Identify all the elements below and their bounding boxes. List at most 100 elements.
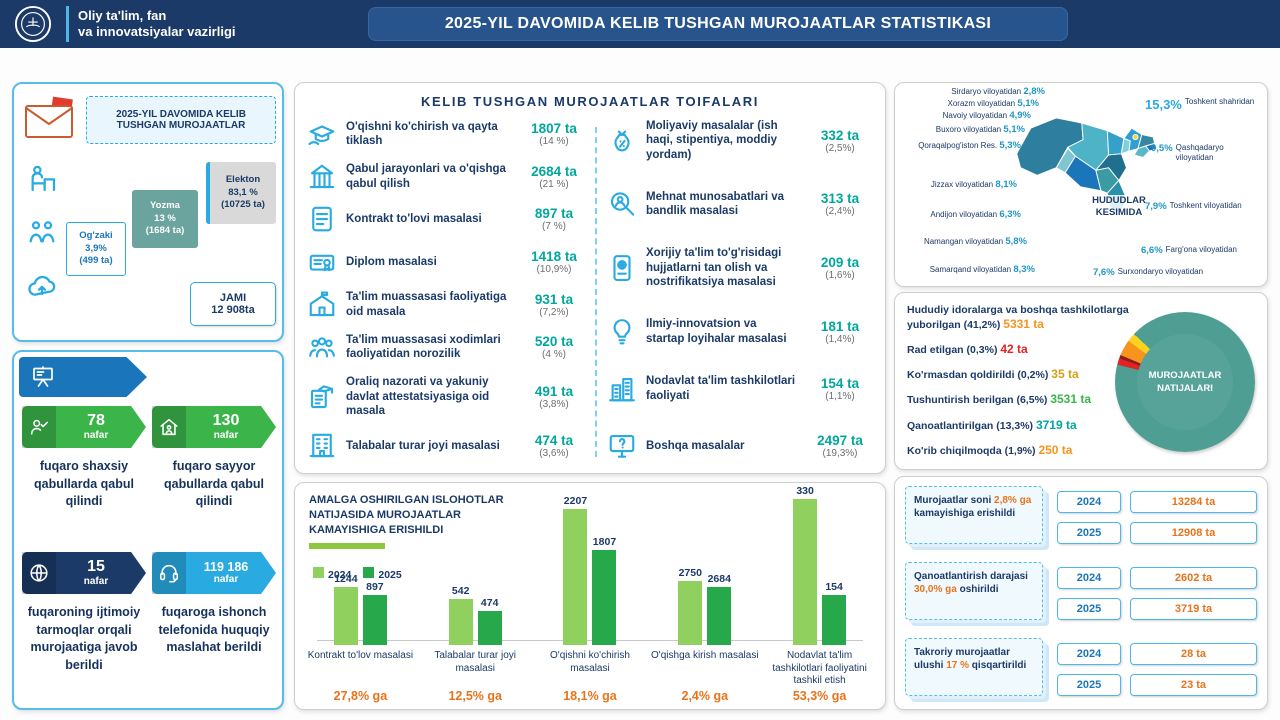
result-value: 3719 ta xyxy=(1035,417,1077,432)
category-percent: (3,8%) xyxy=(539,398,569,410)
social-network-icon xyxy=(28,562,50,584)
comparison-note: Murojaatlar soni 2,8% ga kamayishiga eri… xyxy=(905,486,1043,544)
reception-card-text: fuqaroga ishonch telefonida huquqiy masl… xyxy=(158,605,270,654)
category-item: Mehnat munosabatlari va bandlik masalasi… xyxy=(607,189,875,219)
category-item: Oraliq nazorati va yakuniy davlat attest… xyxy=(307,375,589,418)
bar-2025 xyxy=(592,550,617,645)
intake-title-box: 2025-YIL DAVOMIDA KELIB TUSHGAN MUROJAAT… xyxy=(86,96,276,144)
map-region-label: Sirdaryo viloyatidan 2,8% xyxy=(951,86,1045,97)
reception-card: 15 nafar fuqaroning ijtimoiy tarmoqlar o… xyxy=(22,552,146,674)
bar-reduction-percent: 27,8% ga xyxy=(333,689,388,703)
category-item: Qabul jarayonlari va o'qishga qabul qili… xyxy=(307,162,589,192)
reception-card: 119 186 nafar fuqaroga ishonch telefonid… xyxy=(152,552,276,657)
result-label: Ko'rmasdan qoldirildi (0,2%) xyxy=(907,369,1049,382)
count-unit: nafar xyxy=(83,429,109,441)
result-item: Rad etilgan (0,3%) 42 ta xyxy=(907,342,1135,358)
category-label: Boshqa masalalar xyxy=(646,439,745,452)
result-item: Hududiy idoralarga va boshqa tashkilotla… xyxy=(907,304,1135,333)
category-count: 2497 ta xyxy=(817,432,863,448)
other-issues-icon xyxy=(607,431,637,461)
reforms-chart-panel: AMALGA OSHIRILGAN ISLOHOTLAR NATIJASIDA … xyxy=(294,482,886,710)
foreign-document-icon xyxy=(607,253,637,283)
bar-value-2024: 542 xyxy=(451,585,470,597)
map-region-label: 6,6% Farg'ona viloyatidan xyxy=(1141,245,1238,256)
reception-cards: 78 nafar fuqaro shaxsiy qabullarda qabul… xyxy=(14,352,282,708)
bar-category-label: O'qishga kirish masalasi xyxy=(651,650,759,661)
result-value: 35 ta xyxy=(1051,367,1079,382)
comparison-row: 2025 12908 ta xyxy=(1057,522,1257,544)
count-value: 78 xyxy=(87,412,105,430)
category-count: 1418 ta xyxy=(531,249,577,265)
result-label: Tushuntirish berilgan (6,5%) xyxy=(907,394,1048,407)
header-bar: Oliy ta'lim, fan va innovatsiyalar vazir… xyxy=(0,0,1280,48)
staff-group-icon xyxy=(307,332,337,362)
category-count: 332 ta xyxy=(820,127,860,143)
value-box: 13284 ta xyxy=(1130,491,1257,513)
cloud-upload-icon xyxy=(26,270,58,302)
category-percent: (2,5%) xyxy=(825,142,855,154)
bar-group: 1244 897 Kontrakt to'lov masalasi 27,8% … xyxy=(303,487,418,703)
category-count: 931 ta xyxy=(534,291,574,307)
result-item: Tushuntirish berilgan (6,5%) 3531 ta xyxy=(907,392,1135,408)
count-badge: 130 nafar xyxy=(152,406,276,448)
bar-group: 330 154 Nodavlat ta'lim tashkilotlari fa… xyxy=(762,485,877,703)
region-fargona xyxy=(1133,145,1150,158)
category-count: 491 ta xyxy=(534,383,574,399)
year-box: 2025 xyxy=(1057,674,1121,696)
results-panel: Hududiy idoralarga va boshqa tashkilotla… xyxy=(894,292,1268,470)
comparison-highlight: 2,8% ga xyxy=(994,495,1032,506)
categories-panel: KELIB TUSHGAN MUROJAATLAR TOIFALARI O'qi… xyxy=(294,82,886,474)
value-box: 3719 ta xyxy=(1130,598,1257,620)
category-percent: (1,4%) xyxy=(825,333,855,345)
category-percent: (19,3%) xyxy=(822,447,858,459)
bar-category-label: Talabalar turar joyi masalasi xyxy=(434,650,517,674)
bar-reduction-percent: 2,4% ga xyxy=(681,689,729,703)
map-region-label: Navoiy viloyatidan 4,9% xyxy=(942,110,1031,121)
category-label: Xorijiy ta'lim to'g'risidagi hujjatlarni… xyxy=(646,247,782,289)
reception-card-text: fuqaroning ijtimoiy tarmoqlar orqali mur… xyxy=(27,605,141,672)
result-label: Rad etilgan (0,3%) xyxy=(907,344,998,357)
category-percent: (10,9%) xyxy=(536,264,572,276)
year-box: 2025 xyxy=(1057,522,1121,544)
category-count: 897 ta xyxy=(534,206,574,222)
chart-baseline xyxy=(317,640,863,641)
mobile-reception-icon xyxy=(158,416,180,438)
year-box: 2024 xyxy=(1057,567,1121,589)
category-item: Boshqa masalalar 2497 ta (19,3%) xyxy=(607,431,875,461)
reception-card-text: fuqaro sayyor qabullarda qabul qilindi xyxy=(163,459,264,508)
category-label: Talabalar turar joyi masalasi xyxy=(346,439,500,452)
category-count: 520 ta xyxy=(534,334,574,350)
bar-2024 xyxy=(333,587,358,645)
map-region-label: Jizzax viloyatidan 8,1% xyxy=(930,179,1017,190)
category-percent: (1,6%) xyxy=(825,269,855,281)
header-divider xyxy=(66,6,69,42)
category-percent: (2,4%) xyxy=(825,206,855,218)
private-education-icon xyxy=(607,374,637,404)
total-box: JAMI 12 908ta xyxy=(190,282,276,326)
count-badge: 15 nafar xyxy=(22,552,146,594)
category-label: Ilmiy-innovatsion va startap loyihalar m… xyxy=(646,318,787,345)
chart-title-underline xyxy=(309,543,385,549)
map-region-label: Qoraqalpog'iston Res. 5,3% xyxy=(918,140,1021,151)
results-list: Hududiy idoralarga va boshqa tashkilotla… xyxy=(907,299,1135,463)
result-label: Qanoatlantirilgan (13,3%) xyxy=(907,419,1034,432)
map-region-label: Namangan viloyatidan 5,8% xyxy=(923,236,1027,247)
bar-reduction-percent: 18,1% ga xyxy=(563,689,617,703)
category-percent: (21 %) xyxy=(539,178,569,190)
regions-map-panel: HUDUDLAR KESIMIDA Sirdaryo viloyatidan 2… xyxy=(894,82,1268,287)
map-region-label: Buxoro viloyatidan 5,1% xyxy=(935,124,1025,135)
category-label: Qabul jarayonlari va o'qishga qabul qili… xyxy=(346,163,506,190)
channel-electronic: Elekton 83,1 % (10725 ta) xyxy=(206,162,276,224)
comparison-row: 2024 2602 ta xyxy=(1057,567,1257,589)
bar-value-2025: 474 xyxy=(480,597,499,609)
reception-desk-icon xyxy=(26,162,58,194)
value-box: 23 ta xyxy=(1130,674,1257,696)
exam-attestation-icon xyxy=(307,382,337,412)
category-percent: (7 %) xyxy=(542,221,566,233)
bar-category-label: Nodavlat ta'lim tashkilotlari faoliyatin… xyxy=(772,650,867,686)
category-label: Nodavlat ta'lim tashkilotlari faoliyati xyxy=(646,375,796,402)
reception-card: 130 nafar fuqaro sayyor qabullarda qabul… xyxy=(152,406,276,511)
reception-header-ribbon xyxy=(19,357,147,397)
ministry-logo-icon xyxy=(14,5,52,43)
bar-value-2025: 897 xyxy=(366,581,384,593)
